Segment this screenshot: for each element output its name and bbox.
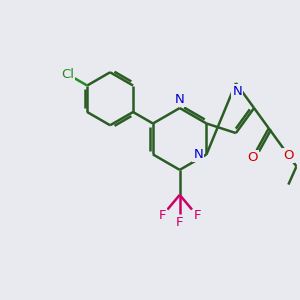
Text: F: F: [158, 209, 166, 222]
Text: N: N: [194, 148, 203, 161]
Text: O: O: [248, 151, 258, 164]
Text: O: O: [283, 149, 294, 162]
Text: N: N: [175, 93, 184, 106]
Text: N: N: [232, 85, 242, 98]
Text: Cl: Cl: [61, 68, 74, 80]
Text: F: F: [194, 209, 201, 222]
Text: F: F: [176, 216, 184, 229]
